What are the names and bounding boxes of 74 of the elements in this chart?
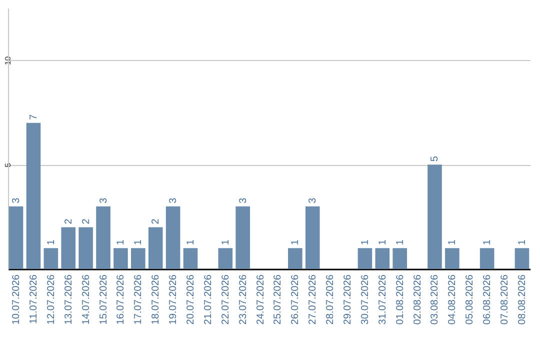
data-label: 1	[185, 239, 196, 246]
bar	[288, 248, 302, 269]
bar	[514, 248, 530, 269]
x-tick-label: 14.07.2026	[80, 274, 92, 325]
bar	[218, 248, 233, 269]
bar	[392, 248, 407, 269]
x-tick-label: 30.07.2026	[360, 274, 371, 325]
data-label: 3	[308, 197, 319, 204]
x-tick-label: 13.07.2026	[63, 274, 74, 325]
data-label: 3	[168, 197, 180, 204]
x-tick-label: 05.08.2026	[464, 274, 476, 325]
x-tick-label: 26.07.2026	[290, 274, 302, 325]
x-tick-label: 06.08.2026	[482, 274, 494, 325]
x-tick-label: 21.07.2026	[202, 274, 214, 325]
x-tick-label: 18.07.2026	[150, 274, 162, 325]
data-label: 1	[447, 239, 458, 246]
bar	[480, 248, 494, 269]
bar	[148, 227, 163, 269]
bar	[78, 227, 93, 269]
bar	[445, 248, 460, 269]
data-label: 1	[516, 239, 528, 246]
x-tick-label: 02.08.2026	[412, 274, 424, 325]
bar	[236, 206, 250, 269]
x-tick-label: 10.07.2026	[11, 274, 22, 325]
bar	[8, 206, 24, 269]
x-tick-label: 24.07.2026	[255, 274, 266, 325]
data-label: 1	[360, 239, 371, 246]
x-tick-label: 31.07.2026	[377, 274, 388, 325]
x-tick-label: 25.07.2026	[272, 274, 284, 325]
bar	[428, 164, 442, 269]
data-label: 2	[80, 218, 92, 224]
bar	[26, 122, 41, 269]
bar	[131, 248, 146, 269]
x-tick-label: 22.07.2026	[220, 274, 232, 325]
data-label: 3	[11, 197, 22, 204]
data-label: 7	[28, 114, 40, 120]
bar	[183, 248, 198, 269]
x-tick-label: 01.08.2026	[394, 274, 406, 325]
x-tick-label: 11.07.2026	[28, 274, 40, 324]
x-tick-label: 04.08.2026	[447, 274, 458, 325]
data-label: 1	[116, 239, 127, 246]
x-tick-label: 16.07.2026	[116, 274, 127, 325]
bar	[375, 248, 390, 269]
bar	[61, 227, 76, 269]
x-tick-label: 15.07.2026	[98, 274, 110, 325]
bar	[114, 248, 128, 269]
data-label: 2	[150, 218, 162, 224]
bar	[96, 206, 110, 269]
bar	[44, 248, 58, 269]
x-tick-label: 12.07.2026	[46, 274, 57, 325]
bar	[305, 206, 320, 269]
x-tick-label: 20.07.2026	[185, 274, 196, 325]
data-label: 1	[46, 239, 57, 246]
x-tick-label: 29.07.2026	[342, 274, 354, 325]
bar	[166, 206, 180, 269]
data-label: 1	[133, 239, 144, 246]
data-label: 2	[63, 218, 74, 224]
data-label: 1	[290, 239, 302, 246]
data-label: 3	[98, 197, 110, 204]
data-label: 1	[220, 239, 232, 246]
x-tick-label: 27.07.2026	[308, 274, 319, 325]
x-tick-label: 03.08.2026	[430, 274, 441, 325]
x-tick-label: 28.07.2026	[325, 274, 336, 325]
x-tick-label: 17.07.2026	[133, 274, 144, 325]
x-tick-label: 23.07.2026	[238, 274, 249, 325]
bar	[358, 248, 372, 269]
data-label: 5	[430, 156, 441, 162]
x-tick-label: 08.08.2026	[516, 274, 528, 325]
data-label: 1	[482, 239, 494, 246]
x-tick-label: 19.07.2026	[168, 274, 180, 325]
data-label: 1	[394, 239, 406, 246]
data-label: 3	[238, 197, 249, 204]
x-tick-label: 07.08.2026	[500, 274, 511, 325]
data-label: 1	[377, 239, 388, 246]
